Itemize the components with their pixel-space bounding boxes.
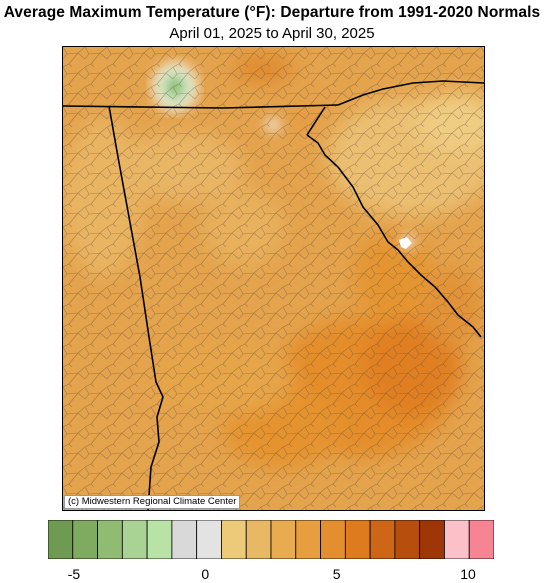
legend-tick-label: 10	[460, 566, 476, 582]
legend-tick-label: 5	[332, 566, 341, 582]
color-legend	[48, 520, 494, 559]
legend-swatch	[468, 520, 494, 559]
legend-swatch	[245, 520, 272, 559]
legend-swatch	[72, 520, 98, 559]
legend-swatch	[369, 520, 396, 559]
credit-label: (c) Midwestern Regional Climate Center	[64, 495, 241, 509]
legend-swatch	[444, 520, 470, 559]
reservoir-shape	[399, 237, 412, 249]
legend-swatch	[146, 520, 173, 559]
legend-swatch	[121, 520, 148, 559]
legend-swatch	[196, 520, 222, 559]
state-boundaries	[63, 80, 484, 510]
legend-bar	[48, 520, 494, 559]
legend-tick-label: 0	[201, 566, 210, 582]
legend-swatch	[221, 520, 247, 559]
legend-swatch	[394, 520, 421, 559]
map-canvas	[63, 47, 484, 510]
legend-swatch	[295, 520, 321, 559]
legend-swatch	[320, 520, 346, 559]
legend-swatch	[48, 520, 74, 559]
county-boundaries	[63, 47, 484, 510]
legend-swatch	[270, 520, 297, 559]
legend-swatch	[419, 520, 445, 559]
temperature-departure-map	[62, 46, 485, 511]
legend-swatch	[171, 520, 198, 559]
map-subtitle: April 01, 2025 to April 30, 2025	[169, 25, 375, 42]
legend-swatch	[97, 520, 123, 559]
legend-swatch	[344, 520, 371, 559]
legend-tick-label: -5	[67, 566, 81, 582]
map-title: Average Maximum Temperature (°F): Depart…	[3, 4, 541, 21]
